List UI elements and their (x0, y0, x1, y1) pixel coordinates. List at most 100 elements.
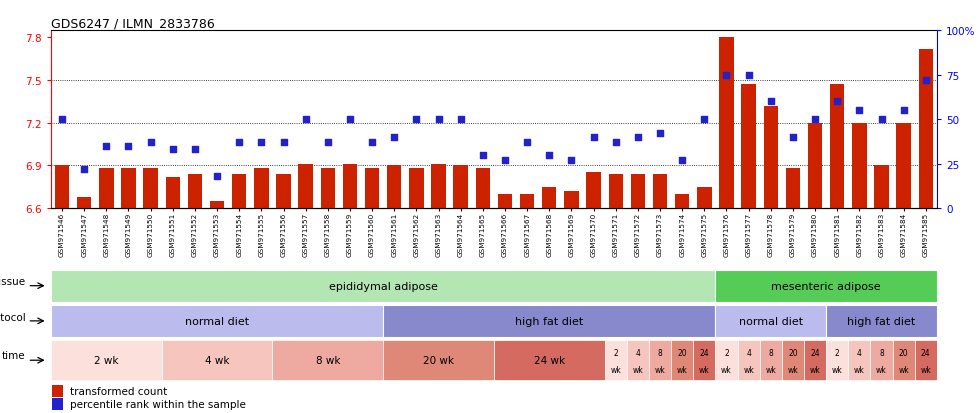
Bar (609, 174, 623, 209)
Bar (494, 340, 605, 380)
Bar (51, 270, 715, 302)
Point (674, 157, 690, 164)
Bar (99, 169, 114, 209)
Bar (830, 85, 845, 209)
Bar (410, 169, 423, 209)
Bar (631, 174, 645, 209)
Text: wk: wk (876, 366, 887, 374)
Bar (383, 305, 715, 337)
Point (829, 99, 845, 105)
Bar (343, 164, 357, 209)
Bar (520, 195, 534, 209)
Point (697, 116, 712, 123)
Bar (804, 340, 826, 380)
Text: 24: 24 (810, 348, 820, 357)
Point (497, 157, 513, 164)
Bar (564, 192, 578, 209)
Text: GDS6247 / ILMN_2833786: GDS6247 / ILMN_2833786 (51, 17, 215, 30)
Point (431, 116, 447, 123)
Point (918, 77, 934, 84)
Text: 4: 4 (746, 348, 751, 357)
Bar (693, 340, 715, 380)
Point (98, 143, 114, 150)
Bar (254, 169, 269, 209)
Bar (52, 385, 64, 397)
Bar (387, 166, 402, 209)
Point (254, 140, 270, 146)
Point (541, 152, 557, 159)
Point (564, 157, 579, 164)
Bar (671, 340, 693, 380)
Bar (365, 169, 379, 209)
Text: 24: 24 (921, 348, 931, 357)
Bar (166, 177, 180, 209)
Bar (826, 340, 849, 380)
Text: 20: 20 (677, 348, 687, 357)
Bar (738, 340, 760, 380)
Bar (51, 305, 383, 337)
Text: wk: wk (611, 366, 621, 374)
Text: protocol: protocol (0, 312, 25, 322)
Text: 8: 8 (879, 348, 884, 357)
Bar (210, 202, 224, 209)
Point (630, 134, 646, 141)
Text: wk: wk (854, 366, 864, 374)
Point (342, 116, 358, 123)
Text: 4: 4 (857, 348, 861, 357)
Point (453, 116, 468, 123)
Bar (874, 166, 889, 209)
Point (76, 166, 92, 173)
Bar (232, 174, 246, 209)
Text: 4 wk: 4 wk (205, 355, 229, 366)
Text: percentile rank within the sample: percentile rank within the sample (71, 399, 246, 409)
Bar (742, 85, 756, 209)
Point (386, 134, 402, 141)
Point (210, 173, 225, 180)
Point (165, 147, 180, 153)
Text: wk: wk (788, 366, 799, 374)
Bar (122, 169, 135, 209)
Text: mesenteric adipose: mesenteric adipose (771, 281, 881, 291)
Text: epididymal adipose: epididymal adipose (328, 281, 438, 291)
Text: wk: wk (832, 366, 843, 374)
Bar (715, 305, 826, 337)
Bar (272, 340, 383, 380)
Bar (786, 169, 800, 209)
Point (231, 140, 247, 146)
Bar (719, 38, 734, 209)
Point (475, 152, 491, 159)
Bar (649, 340, 671, 380)
Text: wk: wk (632, 366, 643, 374)
Bar (897, 123, 910, 209)
Point (608, 140, 623, 146)
Text: high fat diet: high fat diet (848, 316, 915, 326)
Bar (431, 164, 446, 209)
Bar (475, 169, 490, 209)
Text: wk: wk (743, 366, 754, 374)
Text: wk: wk (699, 366, 710, 374)
Bar (763, 106, 778, 209)
Bar (299, 164, 313, 209)
Text: normal diet: normal diet (185, 316, 249, 326)
Text: wk: wk (765, 366, 776, 374)
Point (365, 140, 380, 146)
Bar (188, 174, 202, 209)
Bar (826, 305, 937, 337)
Bar (760, 340, 782, 380)
Bar (870, 340, 893, 380)
Text: 8: 8 (658, 348, 662, 357)
Bar (320, 169, 335, 209)
Point (874, 116, 890, 123)
Bar (605, 340, 627, 380)
Bar (849, 340, 870, 380)
Point (762, 99, 778, 105)
Bar (143, 169, 158, 209)
Point (143, 140, 159, 146)
Bar (51, 340, 162, 380)
Bar (782, 340, 804, 380)
Text: transformed count: transformed count (71, 386, 168, 396)
Point (319, 140, 335, 146)
Bar (276, 174, 291, 209)
Bar (498, 195, 513, 209)
Text: 2: 2 (724, 348, 729, 357)
